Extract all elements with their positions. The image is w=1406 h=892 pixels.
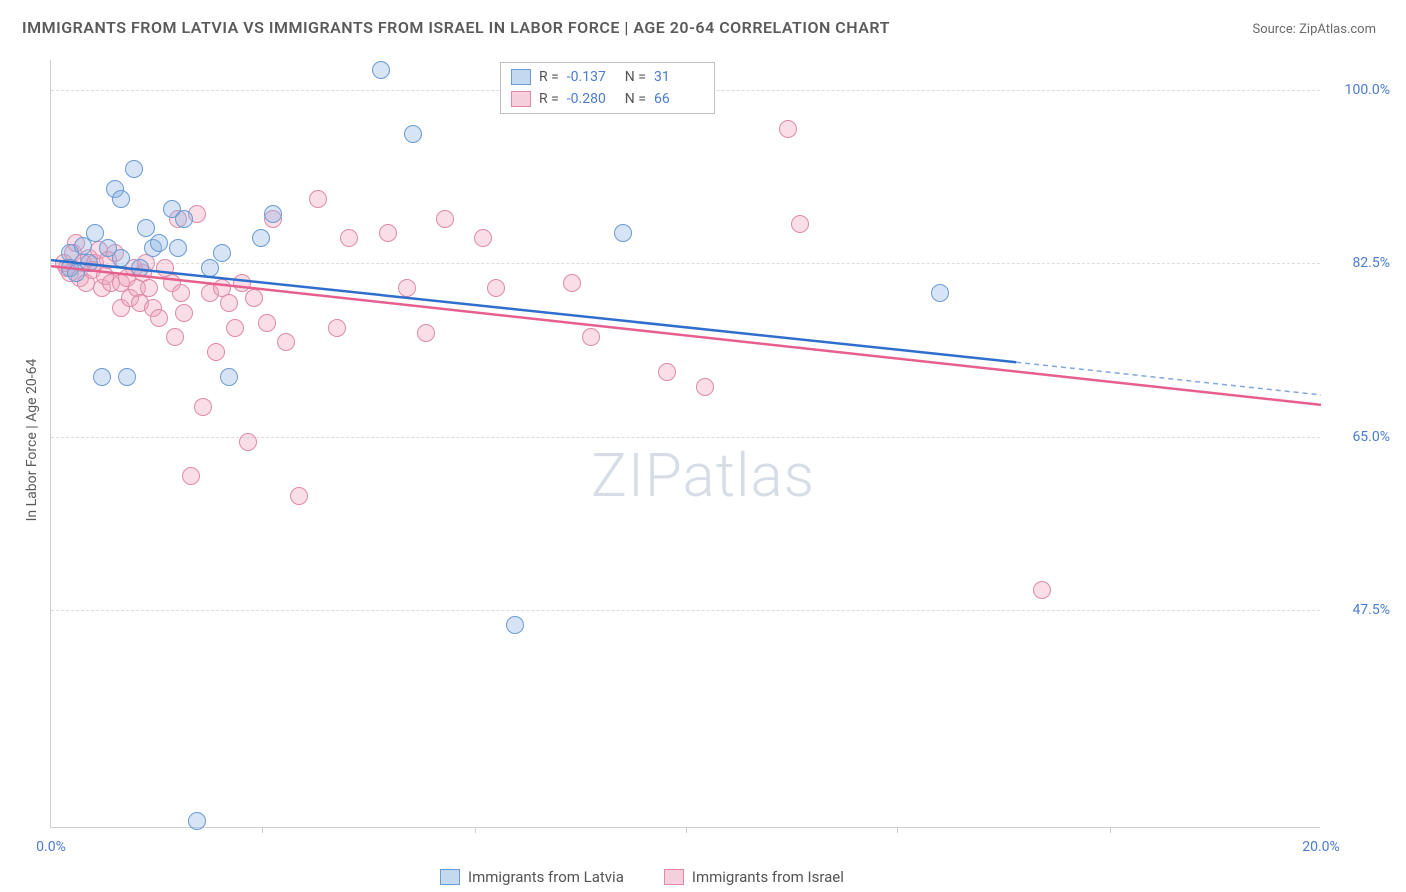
swatch-blue bbox=[440, 869, 460, 885]
scatter-point bbox=[264, 205, 282, 223]
scatter-point bbox=[614, 224, 632, 242]
y-tick-label: 65.0% bbox=[1330, 429, 1390, 445]
legend-label-israel: Immigrants from Israel bbox=[692, 868, 844, 886]
scatter-point bbox=[207, 343, 225, 361]
scatter-point bbox=[328, 319, 346, 337]
scatter-point bbox=[258, 314, 276, 332]
r-value-israel: -0.280 bbox=[567, 88, 617, 110]
y-tick-label: 100.0% bbox=[1330, 82, 1390, 98]
scatter-point bbox=[125, 160, 143, 178]
r-label: R = bbox=[539, 88, 559, 110]
r-value-latvia: -0.137 bbox=[567, 66, 617, 88]
legend-item-israel: Immigrants from Israel bbox=[664, 868, 844, 886]
scatter-point bbox=[239, 433, 257, 451]
x-minor-tick bbox=[475, 827, 476, 833]
scatter-point bbox=[1033, 581, 1051, 599]
x-minor-tick bbox=[686, 827, 687, 833]
scatter-point bbox=[474, 229, 492, 247]
stats-row-latvia: R = -0.137 N = 31 bbox=[511, 66, 704, 88]
scatter-point bbox=[188, 812, 206, 830]
scatter-point bbox=[112, 190, 130, 208]
n-label: N = bbox=[625, 66, 646, 88]
y-axis-title: In Labor Force | Age 20-64 bbox=[24, 359, 40, 522]
scatter-point bbox=[175, 304, 193, 322]
scatter-point bbox=[379, 224, 397, 242]
x-tick-label: 20.0% bbox=[1302, 839, 1340, 855]
scatter-point bbox=[150, 234, 168, 252]
scatter-point bbox=[220, 368, 238, 386]
scatter-point bbox=[220, 294, 238, 312]
scatter-point bbox=[172, 284, 190, 302]
scatter-point bbox=[252, 229, 270, 247]
scatter-point bbox=[112, 249, 130, 267]
x-minor-tick bbox=[897, 827, 898, 833]
scatter-point bbox=[372, 61, 390, 79]
swatch-pink bbox=[664, 869, 684, 885]
scatter-point bbox=[80, 254, 98, 272]
scatter-point bbox=[277, 333, 295, 351]
legend-item-latvia: Immigrants from Latvia bbox=[440, 868, 624, 886]
y-tick-label: 47.5% bbox=[1330, 602, 1390, 618]
gridline-h bbox=[51, 263, 1320, 264]
scatter-point bbox=[150, 309, 168, 327]
n-label: N = bbox=[625, 88, 646, 110]
chart-title: IMMIGRANTS FROM LATVIA VS IMMIGRANTS FRO… bbox=[22, 18, 890, 37]
scatter-point bbox=[506, 616, 524, 634]
source-label: Source: ZipAtlas.com bbox=[1252, 22, 1376, 37]
x-minor-tick bbox=[262, 827, 263, 833]
stats-row-israel: R = -0.280 N = 66 bbox=[511, 88, 704, 110]
scatter-point bbox=[582, 328, 600, 346]
series-legend: Immigrants from Latvia Immigrants from I… bbox=[440, 868, 844, 886]
n-value-israel: 66 bbox=[654, 88, 704, 110]
scatter-point bbox=[131, 259, 149, 277]
scatter-point bbox=[201, 259, 219, 277]
scatter-point bbox=[194, 398, 212, 416]
scatter-point bbox=[340, 229, 358, 247]
scatter-point bbox=[140, 279, 158, 297]
watermark: ZIPatlas bbox=[591, 440, 815, 511]
scatter-point bbox=[86, 224, 104, 242]
scatter-point bbox=[226, 319, 244, 337]
scatter-point bbox=[658, 363, 676, 381]
scatter-point bbox=[213, 244, 231, 262]
scatter-point bbox=[309, 190, 327, 208]
scatter-point bbox=[182, 467, 200, 485]
x-minor-tick bbox=[1110, 827, 1111, 833]
scatter-point bbox=[696, 378, 714, 396]
y-tick-label: 82.5% bbox=[1330, 255, 1390, 271]
n-value-latvia: 31 bbox=[654, 66, 704, 88]
scatter-point bbox=[791, 215, 809, 233]
x-tick-label: 0.0% bbox=[36, 839, 66, 855]
scatter-point bbox=[436, 210, 454, 228]
scatter-point bbox=[290, 487, 308, 505]
gridline-h bbox=[51, 610, 1320, 611]
stats-legend: R = -0.137 N = 31 R = -0.280 N = 66 bbox=[500, 62, 715, 114]
scatter-point bbox=[118, 368, 136, 386]
scatter-point bbox=[137, 219, 155, 237]
plot-area: ZIPatlas 47.5%65.0%82.5%100.0%0.0%20.0% bbox=[50, 60, 1320, 828]
scatter-point bbox=[245, 289, 263, 307]
scatter-point bbox=[563, 274, 581, 292]
scatter-point bbox=[169, 239, 187, 257]
scatter-point bbox=[398, 279, 416, 297]
scatter-point bbox=[487, 279, 505, 297]
scatter-point bbox=[779, 120, 797, 138]
scatter-point bbox=[93, 368, 111, 386]
scatter-point bbox=[417, 324, 435, 342]
swatch-pink bbox=[511, 91, 531, 107]
legend-label-latvia: Immigrants from Latvia bbox=[468, 868, 624, 886]
scatter-point bbox=[166, 328, 184, 346]
r-label: R = bbox=[539, 66, 559, 88]
scatter-point bbox=[931, 284, 949, 302]
scatter-point bbox=[175, 210, 193, 228]
scatter-point bbox=[233, 274, 251, 292]
scatter-point bbox=[404, 125, 422, 143]
swatch-blue bbox=[511, 69, 531, 85]
